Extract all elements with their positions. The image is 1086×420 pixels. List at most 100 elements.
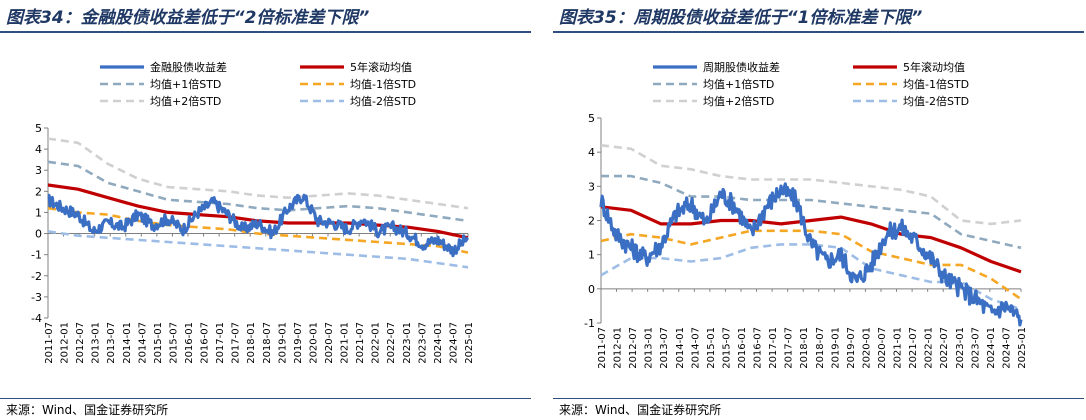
legend-item: 均值+2倍STD bbox=[100, 94, 221, 108]
x-tick-label: 2017-07 bbox=[784, 327, 795, 369]
x-tick-label: 2014-01 bbox=[675, 327, 686, 369]
series-line bbox=[600, 229, 1022, 301]
x-tick-label: 2013-07 bbox=[106, 322, 117, 364]
series-line bbox=[600, 243, 1022, 311]
legend-item: 均值-1倍STD bbox=[853, 77, 969, 91]
x-tick-label: 2021-07 bbox=[908, 327, 919, 369]
legend-item: 均值-2倍STD bbox=[300, 94, 416, 108]
y-tick-label: 0 bbox=[35, 228, 42, 241]
x-tick-label: 2019-07 bbox=[293, 322, 304, 364]
x-tick-label: 2014-07 bbox=[690, 327, 701, 369]
legend-item: 周期股债收益差 bbox=[653, 60, 780, 74]
legend-label: 金融股债收益差 bbox=[150, 60, 227, 74]
x-tick-label: 2014-01 bbox=[122, 322, 133, 364]
legend-item: 均值+2倍STD bbox=[653, 94, 774, 108]
x-tick-label: 2016-01 bbox=[184, 322, 195, 364]
chart-panel-financial: 图表34：金融股债收益差低于“2倍标准差下限” 金融股债收益差 5年滚动均值均值+… bbox=[0, 0, 531, 420]
legend-item: 5年滚动均值 bbox=[300, 60, 412, 74]
x-tick-label: 2025-01 bbox=[464, 322, 475, 364]
y-tick-label: 3 bbox=[35, 164, 42, 177]
source-note: 来源：Wind、国金证券研究所 bbox=[6, 403, 169, 417]
y-tick-label: 2 bbox=[35, 185, 42, 198]
x-tick-label: 2022-07 bbox=[939, 327, 950, 369]
x-tick-label: 2018-01 bbox=[799, 327, 810, 369]
x-tick-label: 2020-01 bbox=[861, 327, 872, 369]
x-tick-label: 2016-07 bbox=[200, 322, 211, 364]
legend-label: 均值+1倍STD bbox=[150, 77, 221, 91]
x-tick-label: 2017-01 bbox=[215, 322, 226, 364]
x-tick-label: 2020-01 bbox=[308, 322, 319, 364]
source-note: 来源：Wind、国金证券研究所 bbox=[559, 403, 722, 417]
x-tick-label: 2017-01 bbox=[768, 327, 779, 369]
x-tick-label: 2018-01 bbox=[246, 322, 257, 364]
series-line bbox=[47, 183, 469, 240]
series-line bbox=[601, 174, 1022, 250]
y-tick-label: -4 bbox=[31, 312, 42, 325]
x-tick-label: 2018-07 bbox=[262, 322, 273, 364]
x-tick-label: 2016-01 bbox=[737, 327, 748, 369]
x-tick-label: 2020-07 bbox=[324, 322, 335, 364]
y-tick-label: 1 bbox=[588, 249, 595, 262]
title-divider bbox=[0, 31, 531, 33]
x-tick-label: 2011-07 bbox=[44, 322, 55, 364]
y-tick-label: 5 bbox=[588, 112, 595, 125]
legend-item: 金融股债收益差 bbox=[100, 60, 227, 74]
x-tick-label: 2024-07 bbox=[448, 322, 459, 364]
x-tick-label: 2024-01 bbox=[986, 327, 997, 369]
legend-label: 均值+1倍STD bbox=[703, 77, 774, 91]
x-tick-label: 2022-01 bbox=[924, 327, 935, 369]
x-tick-label: 2025-01 bbox=[1017, 327, 1028, 369]
series-line bbox=[47, 137, 469, 210]
legend-item: 均值+1倍STD bbox=[100, 77, 221, 91]
x-tick-label: 2017-07 bbox=[231, 322, 242, 364]
legend-item: 均值-1倍STD bbox=[300, 77, 416, 91]
x-tick-label: 2016-07 bbox=[753, 327, 764, 369]
series-line bbox=[47, 206, 469, 254]
x-tick-label: 2012-07 bbox=[75, 322, 86, 364]
x-tick-label: 2018-07 bbox=[815, 327, 826, 369]
chart-title: 图表35：周期股债收益差低于“1倍标准差下限” bbox=[559, 8, 923, 28]
x-tick-label: 2012-07 bbox=[628, 327, 639, 369]
source-divider bbox=[0, 398, 531, 399]
y-tick-label: 4 bbox=[35, 143, 42, 156]
x-tick-label: 2013-01 bbox=[91, 322, 102, 364]
x-tick-label: 2015-07 bbox=[721, 327, 732, 369]
legend-label: 均值-2倍STD bbox=[903, 94, 969, 108]
legend-label: 5年滚动均值 bbox=[903, 60, 965, 74]
y-tick-label: 3 bbox=[588, 180, 595, 193]
legend-item: 5年滚动均值 bbox=[853, 60, 965, 74]
legend-label: 5年滚动均值 bbox=[350, 60, 412, 74]
x-tick-label: 2019-01 bbox=[277, 322, 288, 364]
series-line bbox=[600, 144, 1022, 226]
source-divider bbox=[553, 398, 1084, 399]
x-tick-label: 2023-07 bbox=[417, 322, 428, 364]
legend-label: 均值-2倍STD bbox=[350, 94, 416, 108]
y-tick-label: 0 bbox=[588, 283, 595, 296]
legend-label: 均值-1倍STD bbox=[350, 77, 416, 91]
title-divider bbox=[553, 31, 1084, 33]
x-tick-label: 2015-01 bbox=[706, 327, 717, 369]
x-tick-label: 2019-07 bbox=[846, 327, 857, 369]
x-tick-label: 2023-07 bbox=[970, 327, 981, 369]
series-line bbox=[47, 160, 469, 223]
x-tick-label: 2022-07 bbox=[386, 322, 397, 364]
chart-title: 图表34：金融股债收益差低于“2倍标准差下限” bbox=[6, 8, 370, 28]
x-tick-label: 2020-07 bbox=[877, 327, 888, 369]
x-tick-label: 2019-01 bbox=[830, 327, 841, 369]
legend-item: 均值-2倍STD bbox=[853, 94, 969, 108]
y-tick-label: -3 bbox=[31, 291, 42, 304]
x-tick-label: 2012-01 bbox=[613, 327, 624, 369]
y-tick-label: 4 bbox=[588, 146, 595, 159]
y-tick-label: 1 bbox=[35, 206, 42, 219]
legend-label: 均值-1倍STD bbox=[903, 77, 969, 91]
y-tick-label: -1 bbox=[31, 249, 42, 262]
x-tick-label: 2012-01 bbox=[60, 322, 71, 364]
legend-label: 均值+2倍STD bbox=[703, 94, 774, 108]
x-tick-label: 2021-07 bbox=[355, 322, 366, 364]
x-tick-label: 2013-01 bbox=[644, 327, 655, 369]
chart-panel-cyclical: 图表35：周期股债收益差低于“1倍标准差下限” 周期股债收益差 5年滚动均值均值+… bbox=[553, 0, 1084, 420]
x-tick-label: 2015-07 bbox=[168, 322, 179, 364]
x-tick-label: 2011-07 bbox=[597, 327, 608, 369]
